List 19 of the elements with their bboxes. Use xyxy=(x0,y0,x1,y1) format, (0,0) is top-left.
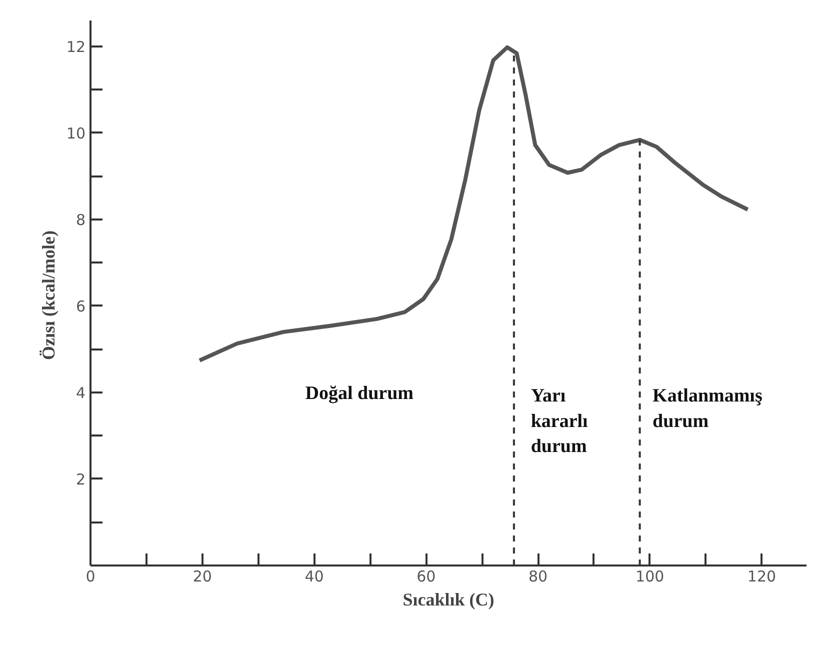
x-tick-label: 20 xyxy=(192,568,212,586)
y-tick-label: 8 xyxy=(76,210,86,229)
x-tick-label: 100 xyxy=(636,568,664,586)
x-tick-label: 60 xyxy=(416,568,436,586)
x-tick-label: 40 xyxy=(304,568,324,586)
y-tick-label: 12 xyxy=(66,38,86,56)
y-axis-title: Özısı (kcal/mole) xyxy=(38,230,58,360)
y-tick-label: 6 xyxy=(76,297,86,316)
annotation: Yarı kararlı durum xyxy=(530,386,588,458)
x-tick-label: 0 xyxy=(86,568,96,586)
y-tick-label: 2 xyxy=(76,470,86,488)
x-tick-label: 120 xyxy=(747,568,776,586)
x-axis-title: Sıcaklık (C) xyxy=(402,590,494,610)
annotation: Doğal durum xyxy=(305,382,414,404)
line-series xyxy=(198,45,750,362)
annotation: Katlanmamış durum xyxy=(652,386,762,432)
y-tick-label: 10 xyxy=(66,124,86,142)
x-tick-label: 80 xyxy=(528,568,548,586)
y-tick-label: 4 xyxy=(76,384,86,402)
